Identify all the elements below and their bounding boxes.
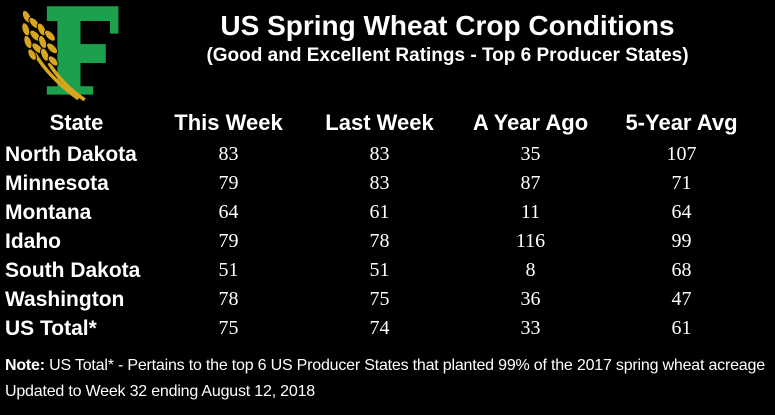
state-cell: US Total* bbox=[5, 316, 97, 340]
table-row: South Dakota 51 51 8 68 bbox=[0, 256, 762, 285]
value-cell: 99 bbox=[671, 230, 692, 252]
value-cell: 36 bbox=[520, 288, 541, 310]
value-cell: 78 bbox=[218, 288, 239, 310]
table-row: Minnesota 79 83 87 71 bbox=[0, 169, 762, 198]
value-cell: 83 bbox=[369, 172, 390, 194]
column-header-this-week: This Week bbox=[174, 110, 283, 135]
value-cell: 75 bbox=[369, 288, 390, 310]
footnote-text: US Total* - Pertains to the top 6 US Pro… bbox=[44, 357, 765, 374]
page-title: US Spring Wheat Crop Conditions bbox=[220, 10, 675, 41]
value-cell: 68 bbox=[671, 259, 692, 281]
state-cell: Minnesota bbox=[5, 171, 109, 195]
value-cell: 35 bbox=[520, 143, 541, 165]
value-cell: 79 bbox=[218, 172, 239, 194]
wheat-head-2 bbox=[36, 22, 59, 67]
table-row: Montana 64 61 11 64 bbox=[0, 198, 762, 227]
column-header-state: State bbox=[49, 110, 104, 135]
state-cell: South Dakota bbox=[5, 258, 141, 282]
value-cell: 61 bbox=[369, 201, 390, 223]
updated-text: Updated to Week 32 ending August 12, 201… bbox=[5, 383, 315, 400]
table-row: North Dakota 83 83 35 107 bbox=[0, 140, 762, 169]
column-header-5-year-avg: 5-Year Avg bbox=[625, 110, 738, 135]
footnote-label: Note: bbox=[5, 357, 45, 374]
table-header-row: State This Week Last Week A Year Ago 5-Y… bbox=[0, 106, 762, 140]
column-header-last-week: Last Week bbox=[325, 110, 434, 135]
value-cell: 61 bbox=[671, 317, 692, 339]
value-cell: 116 bbox=[515, 230, 546, 252]
crop-conditions-table: State This Week Last Week A Year Ago 5-Y… bbox=[0, 106, 762, 343]
wheat-stems bbox=[32, 51, 86, 102]
brand-logo-icon bbox=[21, 6, 119, 102]
title-block: US Spring Wheat Crop Conditions (Good an… bbox=[120, 0, 775, 67]
state-cell: Montana bbox=[5, 200, 92, 224]
state-cell: North Dakota bbox=[5, 142, 137, 166]
footer: Note: US Total* - Pertains to the top 6 … bbox=[0, 353, 775, 405]
column-header-a-year-ago: A Year Ago bbox=[472, 110, 589, 135]
state-cell: Washington bbox=[5, 287, 125, 311]
value-cell: 79 bbox=[218, 230, 239, 252]
table-row: Idaho 79 78 116 99 bbox=[0, 227, 762, 256]
value-cell: 51 bbox=[218, 259, 239, 281]
value-cell: 83 bbox=[218, 143, 239, 165]
logo-letter-f bbox=[46, 6, 119, 95]
value-cell: 64 bbox=[218, 201, 239, 223]
value-cell: 107 bbox=[666, 143, 697, 165]
value-cell: 47 bbox=[671, 288, 692, 310]
value-cell: 78 bbox=[369, 230, 390, 252]
value-cell: 83 bbox=[369, 143, 390, 165]
value-cell: 71 bbox=[671, 172, 692, 194]
table-row: US Total* 75 74 33 61 bbox=[0, 314, 762, 343]
state-cell: Idaho bbox=[5, 229, 61, 253]
page-subtitle: (Good and Excellent Ratings - Top 6 Prod… bbox=[206, 45, 689, 66]
value-cell: 74 bbox=[369, 317, 390, 339]
table-row: Washington 78 75 36 47 bbox=[0, 285, 762, 314]
value-cell: 11 bbox=[520, 201, 541, 223]
value-cell: 51 bbox=[369, 259, 390, 281]
header: US Spring Wheat Crop Conditions (Good an… bbox=[0, 0, 775, 106]
value-cell: 75 bbox=[218, 317, 239, 339]
value-cell: 64 bbox=[671, 201, 692, 223]
footnote: Note: US Total* - Pertains to the top 6 … bbox=[5, 353, 775, 379]
value-cell: 87 bbox=[520, 172, 541, 194]
value-cell: 33 bbox=[520, 317, 541, 339]
value-cell: 8 bbox=[525, 259, 536, 281]
